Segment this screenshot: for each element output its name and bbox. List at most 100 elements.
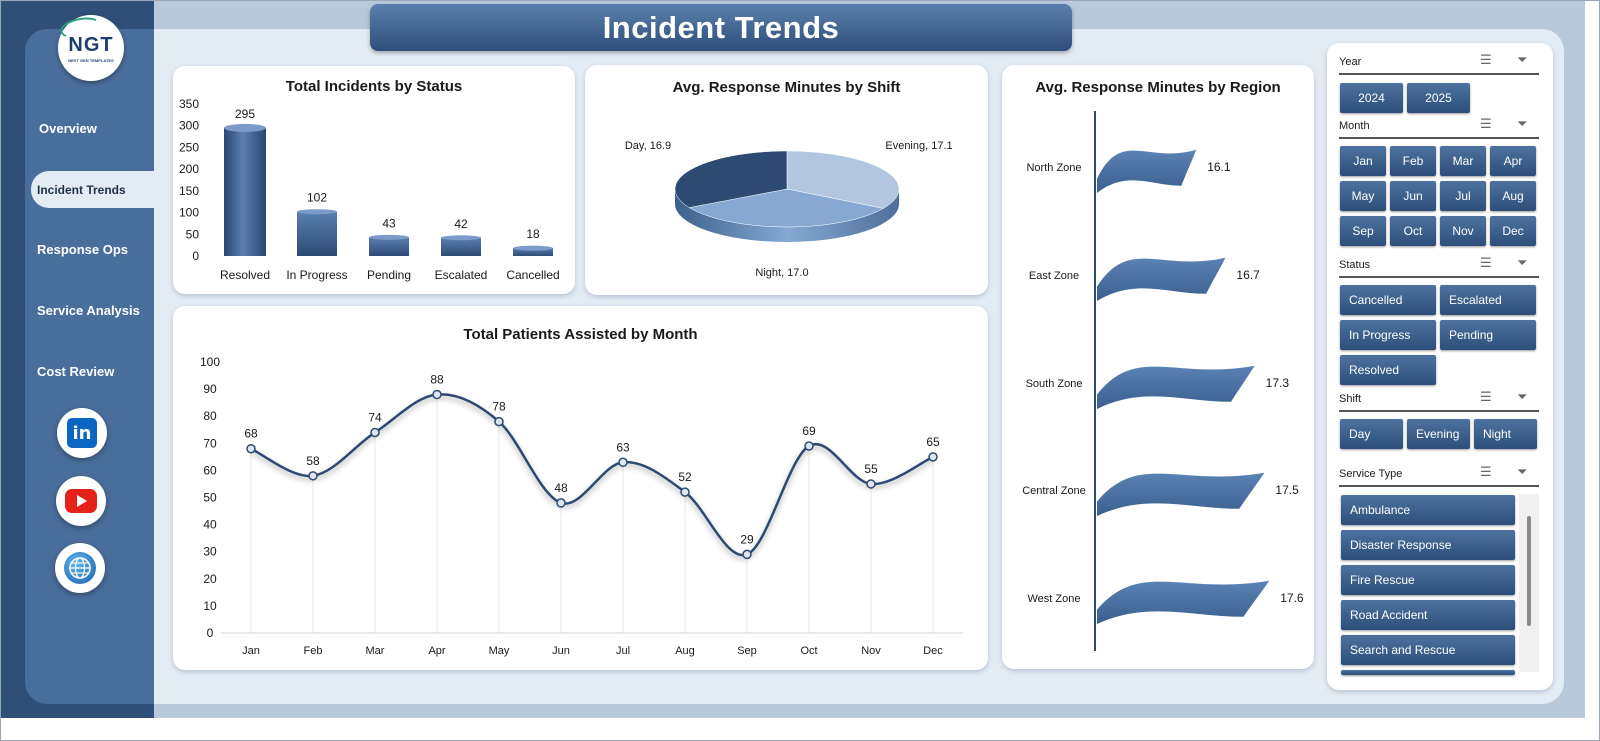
y-tick-label: 200 (179, 162, 199, 176)
data-point (432, 389, 442, 400)
month-slicer-button[interactable]: Aug (1490, 181, 1536, 211)
nav-active-highlight (31, 171, 155, 208)
shift-chart-title: Avg. Response Minutes by Shift (672, 79, 901, 96)
service-slicer-button-partial[interactable] (1341, 670, 1515, 675)
month-slicer-header: Month (1339, 120, 1370, 132)
data-label: 17.6 (1280, 591, 1304, 605)
shift-slicer-button[interactable]: Evening (1407, 419, 1470, 449)
month-slicer-button[interactable]: Jun (1390, 181, 1436, 211)
clear-filter-icon[interactable]: ⏷ (1517, 256, 1528, 271)
status-slicer-button[interactable]: In Progress (1340, 320, 1436, 350)
data-label: 43 (382, 216, 396, 230)
website-button[interactable] (55, 543, 105, 593)
status-slicer-header: Status (1339, 259, 1371, 271)
x-tick-label: Mar (366, 645, 385, 657)
nav-item-response-ops[interactable]: Response Ops (37, 242, 129, 257)
shift-slicer-button[interactable]: Day (1340, 419, 1403, 449)
clear-filter-icon[interactable]: ⏷ (1517, 390, 1528, 405)
x-tick-label: Pending (367, 268, 411, 282)
service-slicer-button[interactable]: Ambulance (1341, 495, 1515, 525)
y-tick-label: 350 (179, 97, 199, 111)
month-slicer-button[interactable]: Jan (1340, 146, 1386, 176)
region-chart-title: Avg. Response Minutes by Region (1035, 79, 1281, 96)
service-slicer-button[interactable]: Search and Rescue (1341, 635, 1515, 665)
month-slicer-button[interactable]: Sep (1340, 216, 1386, 246)
nav-item-cost-review[interactable]: Cost Review (37, 364, 115, 379)
page-title: Incident Trends (602, 9, 840, 45)
y-tick-label: 50 (186, 227, 200, 241)
bar (441, 237, 481, 256)
month-slicer-button[interactable]: Mar (1440, 146, 1486, 176)
status-bar-chart: 0 50 100 150 200 250 300 350 295 Resolved 102 In Pr… (179, 97, 560, 282)
data-label: 42 (454, 217, 468, 231)
x-tick-label: Jan (242, 645, 260, 657)
status-slicer-button[interactable]: Escalated (1440, 285, 1536, 315)
month-slicer-button[interactable]: Jul (1440, 181, 1486, 211)
x-tick-label: Jun (552, 645, 570, 657)
y-tick-label: 100 (179, 206, 199, 220)
pie-label: Evening, 17.1 (885, 140, 952, 152)
youtube-button[interactable] (56, 476, 106, 526)
y-tick-label: 0 (207, 626, 214, 640)
pie-slice (674, 150, 788, 208)
y-tick-label: 40 (203, 518, 217, 532)
year-slicer-button[interactable]: 2024 (1340, 83, 1403, 113)
year-slicer-button[interactable]: 2025 (1407, 83, 1470, 113)
company-logo[interactable]: NGT NEXT GEN TEMPLATES (58, 14, 124, 81)
multi-select-icon[interactable]: ☰ (1480, 256, 1492, 271)
multi-select-icon[interactable]: ☰ (1480, 53, 1492, 68)
month-slicer-button[interactable]: Feb (1390, 146, 1436, 176)
x-tick-label: Jul (616, 645, 630, 657)
youtube-icon (65, 489, 97, 513)
month-slicer-button[interactable]: Apr (1490, 146, 1536, 176)
multi-select-icon[interactable]: ☰ (1480, 390, 1492, 405)
status-slicer-button[interactable]: Pending (1440, 320, 1536, 350)
y-tick-label: 30 (203, 545, 217, 559)
clear-filter-icon[interactable]: ⏷ (1517, 53, 1528, 68)
status-slicer-button[interactable]: Resolved (1340, 355, 1436, 385)
data-label: 78 (492, 400, 506, 414)
data-point (866, 479, 876, 489)
x-tick-label: Sep (737, 645, 757, 657)
region-bar (1097, 149, 1197, 193)
service-slicer-button[interactable]: Fire Rescue (1341, 565, 1515, 595)
y-tick-label: 50 (203, 491, 217, 505)
shift-pie-chart: Day, 16.9 Evening, 17.1 Night, 17.0 (625, 140, 953, 279)
shift-slicer-button[interactable]: Night (1474, 419, 1537, 449)
y-tick-label: 80 (203, 409, 217, 423)
region-bar (1097, 472, 1265, 516)
data-label: 52 (678, 470, 692, 484)
month-slicer-button[interactable]: Oct (1390, 216, 1436, 246)
bar (369, 237, 409, 256)
service-slicer-button[interactable]: Road Accident (1341, 600, 1515, 630)
region-bar-chart: North Zone 16.1 East Zone 16.7 South Zone 17.… (1022, 111, 1304, 651)
data-label: 17.5 (1275, 483, 1299, 497)
y-tick-label: North Zone (1026, 162, 1081, 174)
linkedin-button[interactable]: in (57, 408, 107, 458)
month-slicer-button[interactable]: Dec (1490, 216, 1536, 246)
data-label: 29 (740, 532, 754, 546)
multi-select-icon[interactable]: ☰ (1480, 465, 1492, 480)
month-slicer-button[interactable]: May (1340, 181, 1386, 211)
x-tick-label: Cancelled (506, 268, 559, 282)
clear-filter-icon[interactable]: ⏷ (1517, 465, 1528, 480)
x-tick-label: Aug (675, 645, 695, 657)
month-chart-card: Total Patients Assisted by Month (173, 306, 988, 670)
nav-item-overview[interactable]: Overview (39, 121, 97, 136)
month-slicer-button[interactable]: Nov (1440, 216, 1486, 246)
nav-item-incident-trends[interactable]: Incident Trends (37, 183, 126, 197)
bar-top (369, 234, 409, 240)
clear-filter-icon[interactable]: ⏷ (1517, 117, 1528, 132)
nav-item-service-analysis[interactable]: Service Analysis (37, 303, 140, 318)
service-type-scroll-thumb[interactable] (1527, 516, 1531, 626)
service-slicer-button[interactable]: Disaster Response (1341, 530, 1515, 560)
page-title-bar: Incident Trends (370, 4, 1072, 51)
series-line (250, 393, 934, 557)
multi-select-icon[interactable]: ☰ (1480, 117, 1492, 132)
region-bar (1097, 580, 1270, 624)
y-tick-label: 150 (179, 184, 199, 198)
pie-label: Day, 16.9 (625, 140, 671, 152)
x-tick-label: Resolved (220, 268, 270, 282)
status-slicer-button[interactable]: Cancelled (1340, 285, 1436, 315)
y-tick-label: 0 (192, 249, 199, 263)
